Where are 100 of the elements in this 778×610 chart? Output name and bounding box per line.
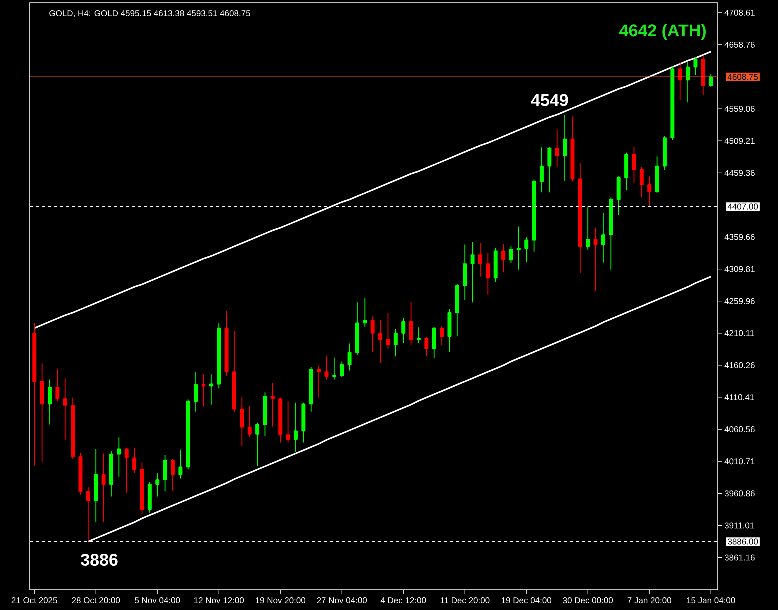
- candlestick: [624, 152, 629, 191]
- candlestick: [278, 397, 283, 444]
- candlestick: [294, 402, 298, 453]
- candlestick: [78, 452, 83, 496]
- candlestick: [694, 56, 698, 76]
- candlestick: [455, 284, 460, 338]
- candlestick: [616, 176, 621, 216]
- candlestick: [662, 136, 667, 171]
- candlestick: [186, 399, 190, 470]
- x-tick-label: 12 Nov 12:00: [194, 598, 244, 604]
- candlestick: [209, 374, 214, 406]
- candlestick: [509, 246, 514, 264]
- candlestick: [86, 486, 90, 542]
- candlestick: [486, 252, 490, 296]
- candlestick: [355, 302, 360, 356]
- ref-line-label: 3886.00: [728, 538, 758, 545]
- candlestick: [32, 322, 37, 466]
- candlestick: [56, 368, 60, 402]
- candlestick: [170, 459, 175, 492]
- candlestick: [516, 226, 521, 270]
- candlestick: [540, 147, 544, 194]
- candlestick: [63, 378, 68, 441]
- text: GOLD, H4: GOLD 4595.15 4613.38 4593.51 4608.75: [50, 10, 250, 18]
- candlestick: [416, 327, 421, 344]
- candlestick: [363, 298, 368, 328]
- y-tick-label: 4010.71: [724, 458, 755, 465]
- candlestick: [555, 129, 560, 168]
- candlestick: [240, 396, 244, 448]
- candlestick: [340, 361, 344, 378]
- candlestick: [701, 55, 706, 96]
- candlestick: [309, 367, 314, 412]
- x-tick-label: 19 Nov 20:00: [256, 598, 306, 604]
- candlestick: [263, 392, 268, 437]
- candlestick: [424, 336, 429, 356]
- x-tick-label: 28 Oct 20:00: [72, 598, 120, 604]
- y-tick-label: 4708.61: [724, 10, 755, 16]
- x-tick-label: 21 Oct 2025: [12, 598, 58, 604]
- candlestick: [648, 176, 652, 208]
- x-tick-label: 11 Dec 20:00: [440, 598, 490, 604]
- candlestick: [524, 237, 529, 263]
- candlestick: [440, 326, 444, 346]
- candlestick: [194, 372, 198, 412]
- candlestick: [463, 244, 468, 300]
- candlestick: [124, 447, 129, 494]
- candlestick: [302, 402, 306, 444]
- annotation: 3886: [81, 554, 118, 566]
- y-tick-label: 4658.76: [724, 42, 755, 48]
- candlestick: [570, 116, 575, 182]
- y-tick-label: 4559.06: [724, 106, 755, 112]
- candlestick: [348, 343, 352, 372]
- candlestick: [678, 62, 682, 101]
- candlestick: [140, 462, 144, 516]
- y-tick-label: 4110.41: [724, 394, 754, 400]
- candlestick: [217, 322, 222, 390]
- y-tick-label: 3861.16: [724, 554, 755, 561]
- x-tick-label: 27 Nov 04:00: [317, 598, 368, 604]
- candlestick: [256, 422, 260, 468]
- candlestick: [709, 74, 714, 88]
- y-tick-label: 4160.26: [724, 362, 755, 368]
- candlestick: [378, 320, 383, 364]
- candlestick: [156, 473, 160, 498]
- candlestick: [71, 397, 76, 460]
- x-tick-label: 5 Nov 04:00: [135, 598, 180, 604]
- candlestick: [402, 318, 406, 344]
- ref-line-label: 4407.00: [728, 204, 758, 210]
- candlestick: [110, 450, 114, 498]
- candlestick: [532, 179, 536, 252]
- y-tick-label: 3960.86: [724, 490, 755, 497]
- candlestick: [317, 365, 322, 398]
- candlestick: [48, 379, 52, 426]
- candlestick: [448, 308, 452, 353]
- y-tick-label: 4459.36: [724, 170, 755, 176]
- candlestick: [332, 357, 336, 380]
- candlestick: [232, 331, 236, 413]
- candlestick: [494, 248, 498, 282]
- candlestick: [655, 156, 660, 194]
- y-tick-label: 4359.66: [724, 234, 755, 240]
- y-tick-label: 4259.96: [724, 298, 755, 304]
- x-tick-label: 30 Dec 00:00: [563, 598, 614, 604]
- candlestick: [640, 166, 644, 198]
- candlestick: [132, 447, 137, 474]
- y-tick-label: 4210.11: [724, 330, 754, 336]
- y-tick-label: 4309.81: [724, 266, 755, 272]
- candlestick: [578, 162, 582, 274]
- candlestick: [94, 448, 98, 523]
- x-tick-label: 7 Jan 20:00: [628, 598, 672, 604]
- candlestick: [586, 206, 590, 250]
- ref-line-label: 4608.75: [728, 74, 758, 80]
- y-tick-label: 3911.01: [724, 522, 754, 529]
- candlestick: [117, 437, 122, 478]
- candlestick: [686, 62, 690, 104]
- annotation: 4549: [531, 94, 568, 106]
- annotation: 4642 (ATH): [620, 24, 706, 40]
- candlestick: [563, 115, 568, 182]
- candlestick: [601, 212, 606, 264]
- candlestick: [248, 406, 252, 438]
- candlestick: [270, 382, 275, 428]
- x-tick-label: 19 Dec 04:00: [502, 598, 552, 604]
- candlestick: [178, 449, 183, 480]
- candlestick: [548, 146, 552, 194]
